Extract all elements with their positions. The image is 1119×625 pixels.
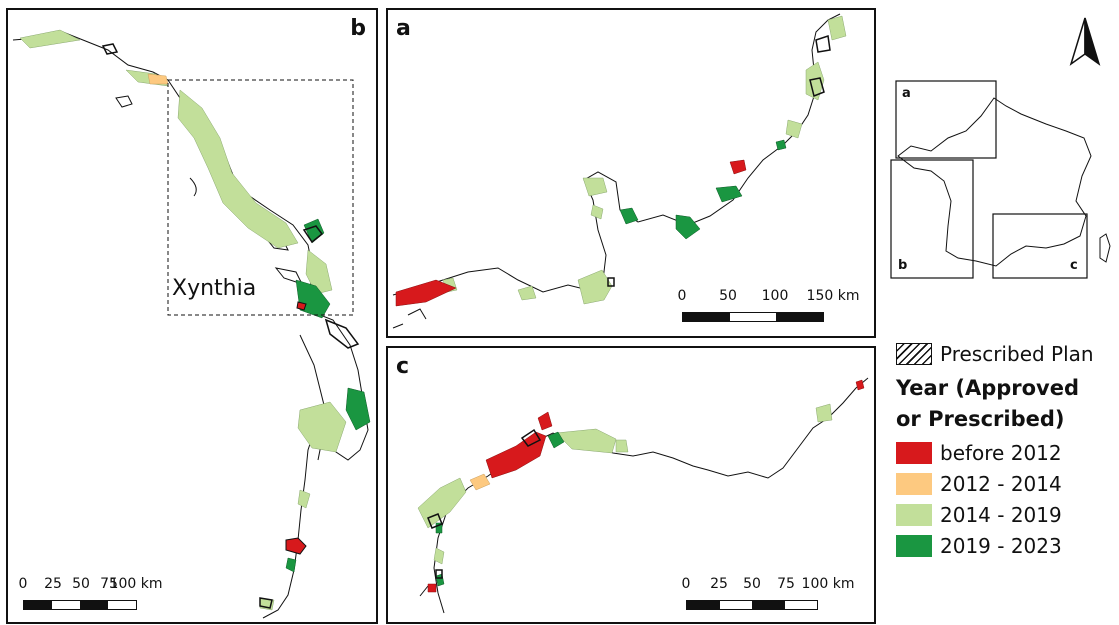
map-panel-a: a 0 50 100 150 km <box>386 8 876 338</box>
map-panel-c: c 0 25 50 75 100 km <box>386 346 876 624</box>
extent-box-b <box>890 159 974 279</box>
coastline-a <box>392 13 841 296</box>
scale-labels-a: 0 50 100 150 km <box>678 288 864 306</box>
overview-label-b: b <box>898 258 908 273</box>
scale-tick: 0 <box>18 576 28 592</box>
legend-item: before 2012 <box>896 437 1116 468</box>
zones-before-2012-c <box>427 379 865 593</box>
panel-a-label: a <box>396 16 411 41</box>
legend-label: Prescribed Plan <box>940 341 1094 366</box>
corsica-outline <box>1099 233 1111 263</box>
scale-bar-segments-b <box>23 600 137 610</box>
scale-tick: 75 <box>777 576 795 592</box>
scale-bar-segments-a <box>682 312 824 322</box>
legend-prescribed-plan: Prescribed Plan <box>896 338 1116 369</box>
scale-labels-b: 0 25 50 75 100 km <box>18 576 163 594</box>
overview-label-a: a <box>902 86 911 101</box>
scale-tick: 100 km <box>109 576 163 592</box>
legend-swatch-2014-2019 <box>896 503 932 526</box>
panel-b-label: b <box>350 16 366 41</box>
extent-box-c <box>992 213 1088 279</box>
scale-tick: 150 km <box>806 288 860 304</box>
panel-b-map <box>12 29 371 619</box>
scale-bar-a: 0 50 100 150 km <box>678 288 864 328</box>
scale-tick: 25 <box>710 576 728 592</box>
zones-before-2012-a <box>395 159 747 307</box>
legend-swatch-hatch <box>896 342 932 365</box>
river-c <box>419 585 445 614</box>
legend-item: 2014 - 2019 <box>896 499 1116 530</box>
scale-tick: 0 <box>677 288 687 304</box>
scale-bar-b: 0 25 50 75 100 km <box>18 576 163 616</box>
scale-bar-segments-c <box>686 600 818 610</box>
islands-a <box>392 308 427 329</box>
legend-title-line2: or Prescribed) <box>896 407 1065 431</box>
island-b1 <box>115 95 133 108</box>
island-b4 <box>189 177 197 197</box>
legend-item: 2012 - 2014 <box>896 468 1116 499</box>
prescribed-plans-c <box>427 428 542 579</box>
prescribed-plans-b <box>101 43 360 609</box>
zones-2019-2023-b <box>285 218 371 573</box>
scale-tick: 100 <box>761 288 789 304</box>
coastline-c <box>433 377 869 594</box>
zones-2014-2019-a <box>442 15 847 305</box>
legend-item: 2019 - 2023 <box>896 530 1116 561</box>
scale-bar-c: 0 25 50 75 100 km <box>682 576 862 616</box>
scale-tick: 50 <box>743 576 761 592</box>
scale-tick: 0 <box>681 576 691 592</box>
panel-c-map <box>417 377 869 614</box>
panel-c-label: c <box>396 354 410 379</box>
xynthia-label: Xynthia <box>172 276 257 301</box>
map-panel-b: b Xynthia 0 25 50 75 100 km <box>6 8 378 624</box>
zones-before-2012-b <box>285 301 307 555</box>
legend-title-line1: Year (Approved <box>896 376 1080 400</box>
legend-title: Year (Approved or Prescribed) <box>896 373 1116 435</box>
scale-tick: 75 <box>100 576 118 592</box>
legend-label: 2019 - 2023 <box>940 533 1062 558</box>
legend-label: 2012 - 2014 <box>940 471 1062 496</box>
extent-box-a <box>895 80 997 159</box>
zones-2014-2019-b <box>19 29 347 611</box>
legend-label: 2014 - 2019 <box>940 502 1062 527</box>
north-arrow-icon <box>1069 17 1101 66</box>
scale-tick: 50 <box>719 288 737 304</box>
scale-labels-c: 0 25 50 75 100 km <box>682 576 862 594</box>
zones-2014-2019-c <box>417 403 833 565</box>
overview-label-c: c <box>1070 258 1078 273</box>
legend-label: before 2012 <box>940 440 1062 465</box>
xynthia-extent-box <box>167 79 354 316</box>
panel-a-map <box>392 13 847 329</box>
zone-2012-2014-c <box>469 473 491 491</box>
overview-map <box>890 80 1111 279</box>
map-legend: Prescribed Plan Year (Approved or Prescr… <box>896 338 1116 561</box>
legend-swatch-before-2012 <box>896 441 932 464</box>
france-outline <box>897 97 1092 267</box>
zone-2012-2014-b <box>147 73 169 85</box>
scale-tick: 25 <box>44 576 62 592</box>
prescribed-plans-a <box>607 35 831 287</box>
zones-2019-2023-a <box>619 139 787 240</box>
scale-tick: 100 km <box>801 576 855 592</box>
legend-swatch-2019-2023 <box>896 534 932 557</box>
scale-tick: 50 <box>72 576 90 592</box>
legend-swatch-2012-2014 <box>896 472 932 495</box>
